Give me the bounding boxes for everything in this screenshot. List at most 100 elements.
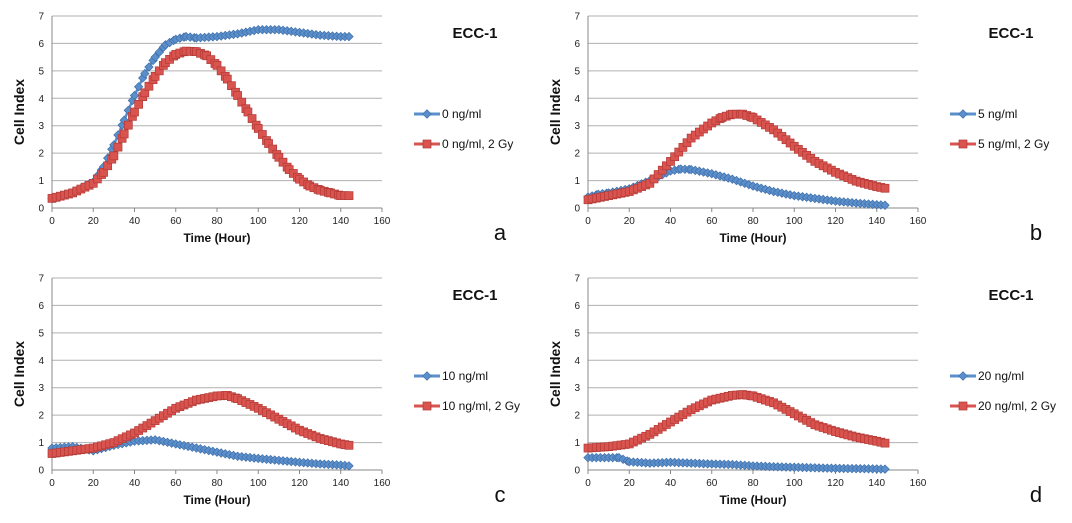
- y-tick-label: 6: [574, 301, 580, 312]
- x-tick-label: 20: [88, 478, 100, 489]
- legend-marker: [422, 371, 432, 381]
- y-tick-label: 5: [38, 328, 44, 339]
- chart-svg: 0 1 2 3 4 5 6 7 0 20 40 60 80 100 120 140 160 Time (Hour)…: [11, 274, 520, 508]
- y-tick-label: 3: [574, 121, 580, 132]
- legend-label: 5 ng/ml: [978, 107, 1017, 121]
- x-tick-label: 100: [250, 478, 267, 489]
- x-tick-label: 60: [706, 216, 718, 227]
- x-tick-label: 160: [910, 478, 927, 489]
- data-point: [344, 31, 354, 42]
- y-tick-label: 4: [38, 356, 44, 367]
- data-point: [140, 68, 150, 79]
- x-tick-label: 120: [827, 216, 844, 227]
- y-tick-label: 0: [574, 204, 580, 215]
- legend-marker: [958, 371, 968, 381]
- y-tick-label: 7: [574, 274, 580, 285]
- series-1: [47, 46, 354, 203]
- series-1: [583, 109, 890, 205]
- x-tick-label: 40: [665, 216, 677, 227]
- data-point: [344, 461, 354, 471]
- x-tick-label: 0: [49, 216, 55, 227]
- y-tick-label: 2: [574, 411, 580, 422]
- legend-marker: [422, 139, 432, 149]
- data-point: [133, 82, 144, 92]
- chart-panel-c: 0 1 2 3 4 5 6 7 0 20 40 60 80 100 120 140 160 Time (Hour)…: [0, 262, 536, 523]
- panel-label: c: [495, 482, 506, 507]
- y-axis-title: Cell Index: [11, 341, 27, 407]
- y-axis-title: Cell Index: [547, 79, 563, 145]
- legend-label: 0 ng/ml, 2 Gy: [442, 137, 513, 151]
- data-point: [134, 99, 143, 109]
- x-tick-label: 140: [868, 478, 885, 489]
- panel-label: d: [1030, 482, 1042, 507]
- data-point: [880, 183, 890, 193]
- x-axis-title: Time (Hour): [719, 493, 786, 507]
- data-point: [113, 142, 123, 152]
- y-tick-label: 2: [38, 411, 44, 422]
- legend-marker: [958, 139, 968, 149]
- y-tick-label: 1: [574, 438, 580, 449]
- data-point: [344, 191, 354, 201]
- x-tick-label: 120: [291, 478, 308, 489]
- data-point: [880, 200, 890, 210]
- series-0: [47, 435, 354, 471]
- x-tick-label: 140: [332, 478, 349, 489]
- y-tick-label: 3: [38, 383, 44, 394]
- x-tick-label: 140: [868, 216, 885, 227]
- x-tick-label: 20: [624, 216, 636, 227]
- y-tick-label: 2: [38, 149, 44, 160]
- legend-label: 10 ng/ml: [442, 369, 488, 383]
- legend-marker: [422, 401, 432, 411]
- x-tick-label: 100: [786, 478, 803, 489]
- x-tick-label: 80: [211, 216, 223, 227]
- chart-panel-d: 0 1 2 3 4 5 6 7 0 20 40 60 80 100 120 140 160 Time (Hour)…: [536, 262, 1072, 523]
- x-tick-label: 0: [585, 478, 591, 489]
- legend-marker: [422, 109, 432, 119]
- y-tick-label: 1: [38, 438, 44, 449]
- series-1: [47, 391, 354, 458]
- x-tick-label: 20: [624, 478, 636, 489]
- series-0: [583, 452, 890, 474]
- x-tick-label: 0: [585, 216, 591, 227]
- x-tick-label: 80: [211, 478, 223, 489]
- x-tick-label: 40: [665, 478, 677, 489]
- x-tick-label: 100: [250, 216, 267, 227]
- x-tick-label: 140: [332, 216, 349, 227]
- legend-label: 5 ng/ml, 2 Gy: [978, 137, 1049, 151]
- x-tick-label: 40: [129, 478, 141, 489]
- y-tick-label: 0: [38, 466, 44, 477]
- y-axis-title: Cell Index: [547, 341, 563, 407]
- y-tick-label: 0: [574, 466, 580, 477]
- series-1: [583, 390, 890, 453]
- panel-label: b: [1030, 220, 1042, 245]
- y-tick-label: 4: [574, 94, 580, 105]
- x-tick-label: 60: [706, 478, 718, 489]
- y-axis-title: Cell Index: [11, 79, 27, 145]
- y-tick-label: 7: [574, 12, 580, 23]
- data-point: [880, 438, 890, 448]
- chart-title: ECC-1: [988, 287, 1033, 304]
- legend-marker: [958, 401, 968, 411]
- x-tick-label: 160: [374, 478, 391, 489]
- y-tick-label: 6: [38, 39, 44, 50]
- x-tick-label: 120: [291, 216, 308, 227]
- y-tick-label: 5: [574, 66, 580, 77]
- x-tick-label: 120: [827, 478, 844, 489]
- chart-svg: 0 1 2 3 4 5 6 7 0 20 40 60 80 100 120 140 160 Time (Hour)…: [547, 274, 1056, 508]
- y-tick-label: 5: [574, 328, 580, 339]
- y-tick-label: 5: [38, 66, 44, 77]
- x-tick-label: 20: [88, 216, 100, 227]
- x-tick-label: 160: [374, 216, 391, 227]
- chart-panel-a: 0 1 2 3 4 5 6 7 0 20 40 60 80 100 120 140 160 Time (Hour)…: [0, 0, 536, 261]
- x-tick-label: 100: [786, 216, 803, 227]
- data-point: [144, 62, 154, 72]
- y-tick-label: 6: [38, 301, 44, 312]
- chart-title: ECC-1: [988, 25, 1033, 42]
- legend-label: 20 ng/ml, 2 Gy: [978, 399, 1056, 413]
- data-point: [150, 52, 160, 62]
- data-point: [123, 120, 133, 130]
- y-tick-label: 4: [574, 356, 580, 367]
- chart-svg: 0 1 2 3 4 5 6 7 0 20 40 60 80 100 120 140 160 Time (Hour)…: [11, 12, 513, 246]
- data-point: [344, 440, 354, 450]
- y-tick-label: 0: [38, 204, 44, 215]
